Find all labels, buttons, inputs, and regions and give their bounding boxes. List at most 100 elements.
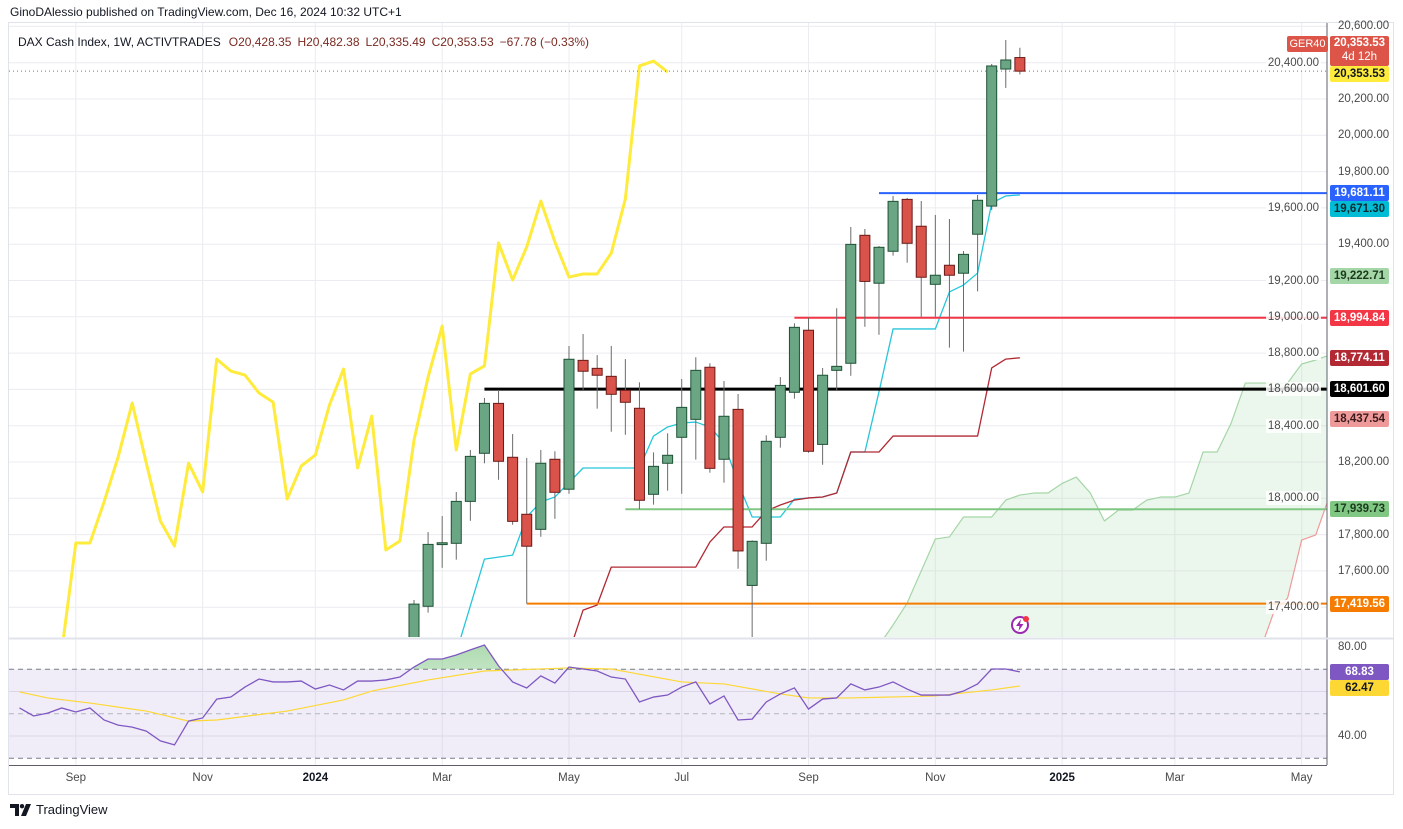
price-tick-label: 19,800.00 [1338, 165, 1390, 178]
candle-body [859, 234, 871, 282]
candle[interactable] [605, 346, 617, 432]
candle[interactable] [831, 308, 843, 392]
candle-body [845, 243, 857, 364]
cloud-fill [884, 355, 1327, 637]
candle[interactable] [577, 334, 589, 390]
candle[interactable] [887, 195, 899, 256]
candle[interactable] [718, 381, 730, 483]
candle[interactable] [774, 377, 786, 448]
chart-frame [8, 22, 1394, 795]
price-tag: 18,774.11 [1330, 349, 1389, 366]
candle-body [803, 329, 815, 452]
candle[interactable] [690, 357, 702, 460]
candle[interactable] [859, 228, 871, 327]
price-tag: 19,671.30 [1330, 201, 1389, 218]
candle[interactable] [704, 363, 716, 473]
candle[interactable] [549, 451, 561, 519]
lightning-icon[interactable] [1010, 615, 1030, 635]
candle[interactable] [760, 435, 772, 561]
price-tick-label: 19,200.00 [1265, 273, 1321, 288]
candle[interactable] [648, 452, 660, 505]
candle[interactable] [732, 393, 744, 569]
candle[interactable] [986, 63, 998, 211]
candle[interactable] [478, 397, 490, 464]
price-tick-label: 20,200.00 [1338, 93, 1390, 105]
candle[interactable] [591, 355, 603, 409]
candle[interactable] [803, 317, 815, 453]
legend-change: −67.78 (−0.33%) [499, 35, 590, 49]
candle-body [831, 365, 843, 371]
publisher-line: GinoDAlessio published on TradingView.co… [10, 5, 402, 19]
candle[interactable] [676, 379, 688, 494]
legend-close: C20,353.53 [431, 35, 494, 49]
candle-body [478, 402, 490, 454]
candle[interactable] [915, 201, 927, 317]
candle[interactable] [422, 532, 434, 613]
price-tick-label: 19,400.00 [1338, 238, 1390, 251]
candle[interactable] [943, 218, 955, 348]
time-tick-label: Sep [65, 772, 87, 784]
price-tag: 17,419.56 [1330, 595, 1389, 612]
candle-body [1000, 59, 1012, 70]
current-price: 20,353.53 [1333, 37, 1386, 49]
time-tick-label: May [558, 772, 580, 784]
time-tick-label: Jul [674, 772, 690, 784]
candle[interactable] [746, 540, 758, 675]
price-tag: 19,222.71 [1330, 268, 1389, 285]
candle[interactable] [633, 382, 645, 510]
candle[interactable] [788, 323, 800, 399]
candle-body [887, 200, 899, 252]
candle-body [408, 603, 420, 637]
candles[interactable] [408, 40, 1026, 676]
candle[interactable] [1014, 47, 1026, 75]
candle[interactable] [450, 491, 462, 560]
candle[interactable] [901, 197, 913, 263]
candle-body [676, 406, 688, 438]
time-tick-label: Mar [432, 772, 453, 784]
price-tag: 17,939.73 [1330, 501, 1389, 518]
legend-low: L20,335.49 [365, 35, 426, 49]
brand-name: TradingView [36, 802, 108, 817]
candle-body [507, 456, 519, 522]
candle[interactable] [929, 214, 941, 317]
candle-body [732, 408, 744, 552]
cloud-layer [884, 355, 1327, 637]
symbol-legend[interactable]: DAX Cash Index, 1W, ACTIVTRADES O20,428.… [18, 35, 589, 49]
candle[interactable] [1000, 40, 1012, 88]
candle[interactable] [958, 251, 970, 352]
candle[interactable] [521, 458, 533, 604]
candle-body [760, 440, 772, 544]
candle-body [662, 454, 674, 464]
tradingview-logo-icon [10, 803, 31, 816]
candle[interactable] [535, 450, 547, 537]
price-tick-label: 18,000.00 [1265, 491, 1321, 506]
candle[interactable] [493, 389, 505, 480]
footer-brand: TradingView [10, 802, 108, 817]
candle-body [943, 264, 955, 276]
candle[interactable] [408, 599, 420, 676]
candle-body [591, 367, 603, 376]
candle[interactable] [619, 359, 631, 435]
candle-body [450, 500, 462, 544]
price-tag: 18,437.54 [1330, 410, 1389, 427]
price-tag: 68.83 [1330, 663, 1389, 680]
candle-body [704, 366, 716, 469]
candle[interactable] [972, 195, 984, 292]
span-a-line [884, 355, 1327, 637]
candle[interactable] [507, 434, 519, 525]
candle[interactable] [845, 226, 857, 376]
candle[interactable] [873, 246, 885, 335]
candle-body [563, 358, 575, 490]
price-tick-label: 20,600.00 [1338, 20, 1390, 33]
time-tick-label: 2025 [1049, 772, 1075, 784]
span-b-line [1264, 501, 1327, 637]
candle[interactable] [563, 346, 575, 494]
bar-countdown: 4d 12h [1341, 51, 1378, 63]
candle[interactable] [662, 433, 674, 491]
candle-body [577, 359, 589, 372]
candle[interactable] [817, 367, 829, 465]
price-tick-label: 18,400.00 [1265, 418, 1321, 433]
candle[interactable] [436, 516, 448, 568]
candle[interactable] [464, 450, 476, 521]
